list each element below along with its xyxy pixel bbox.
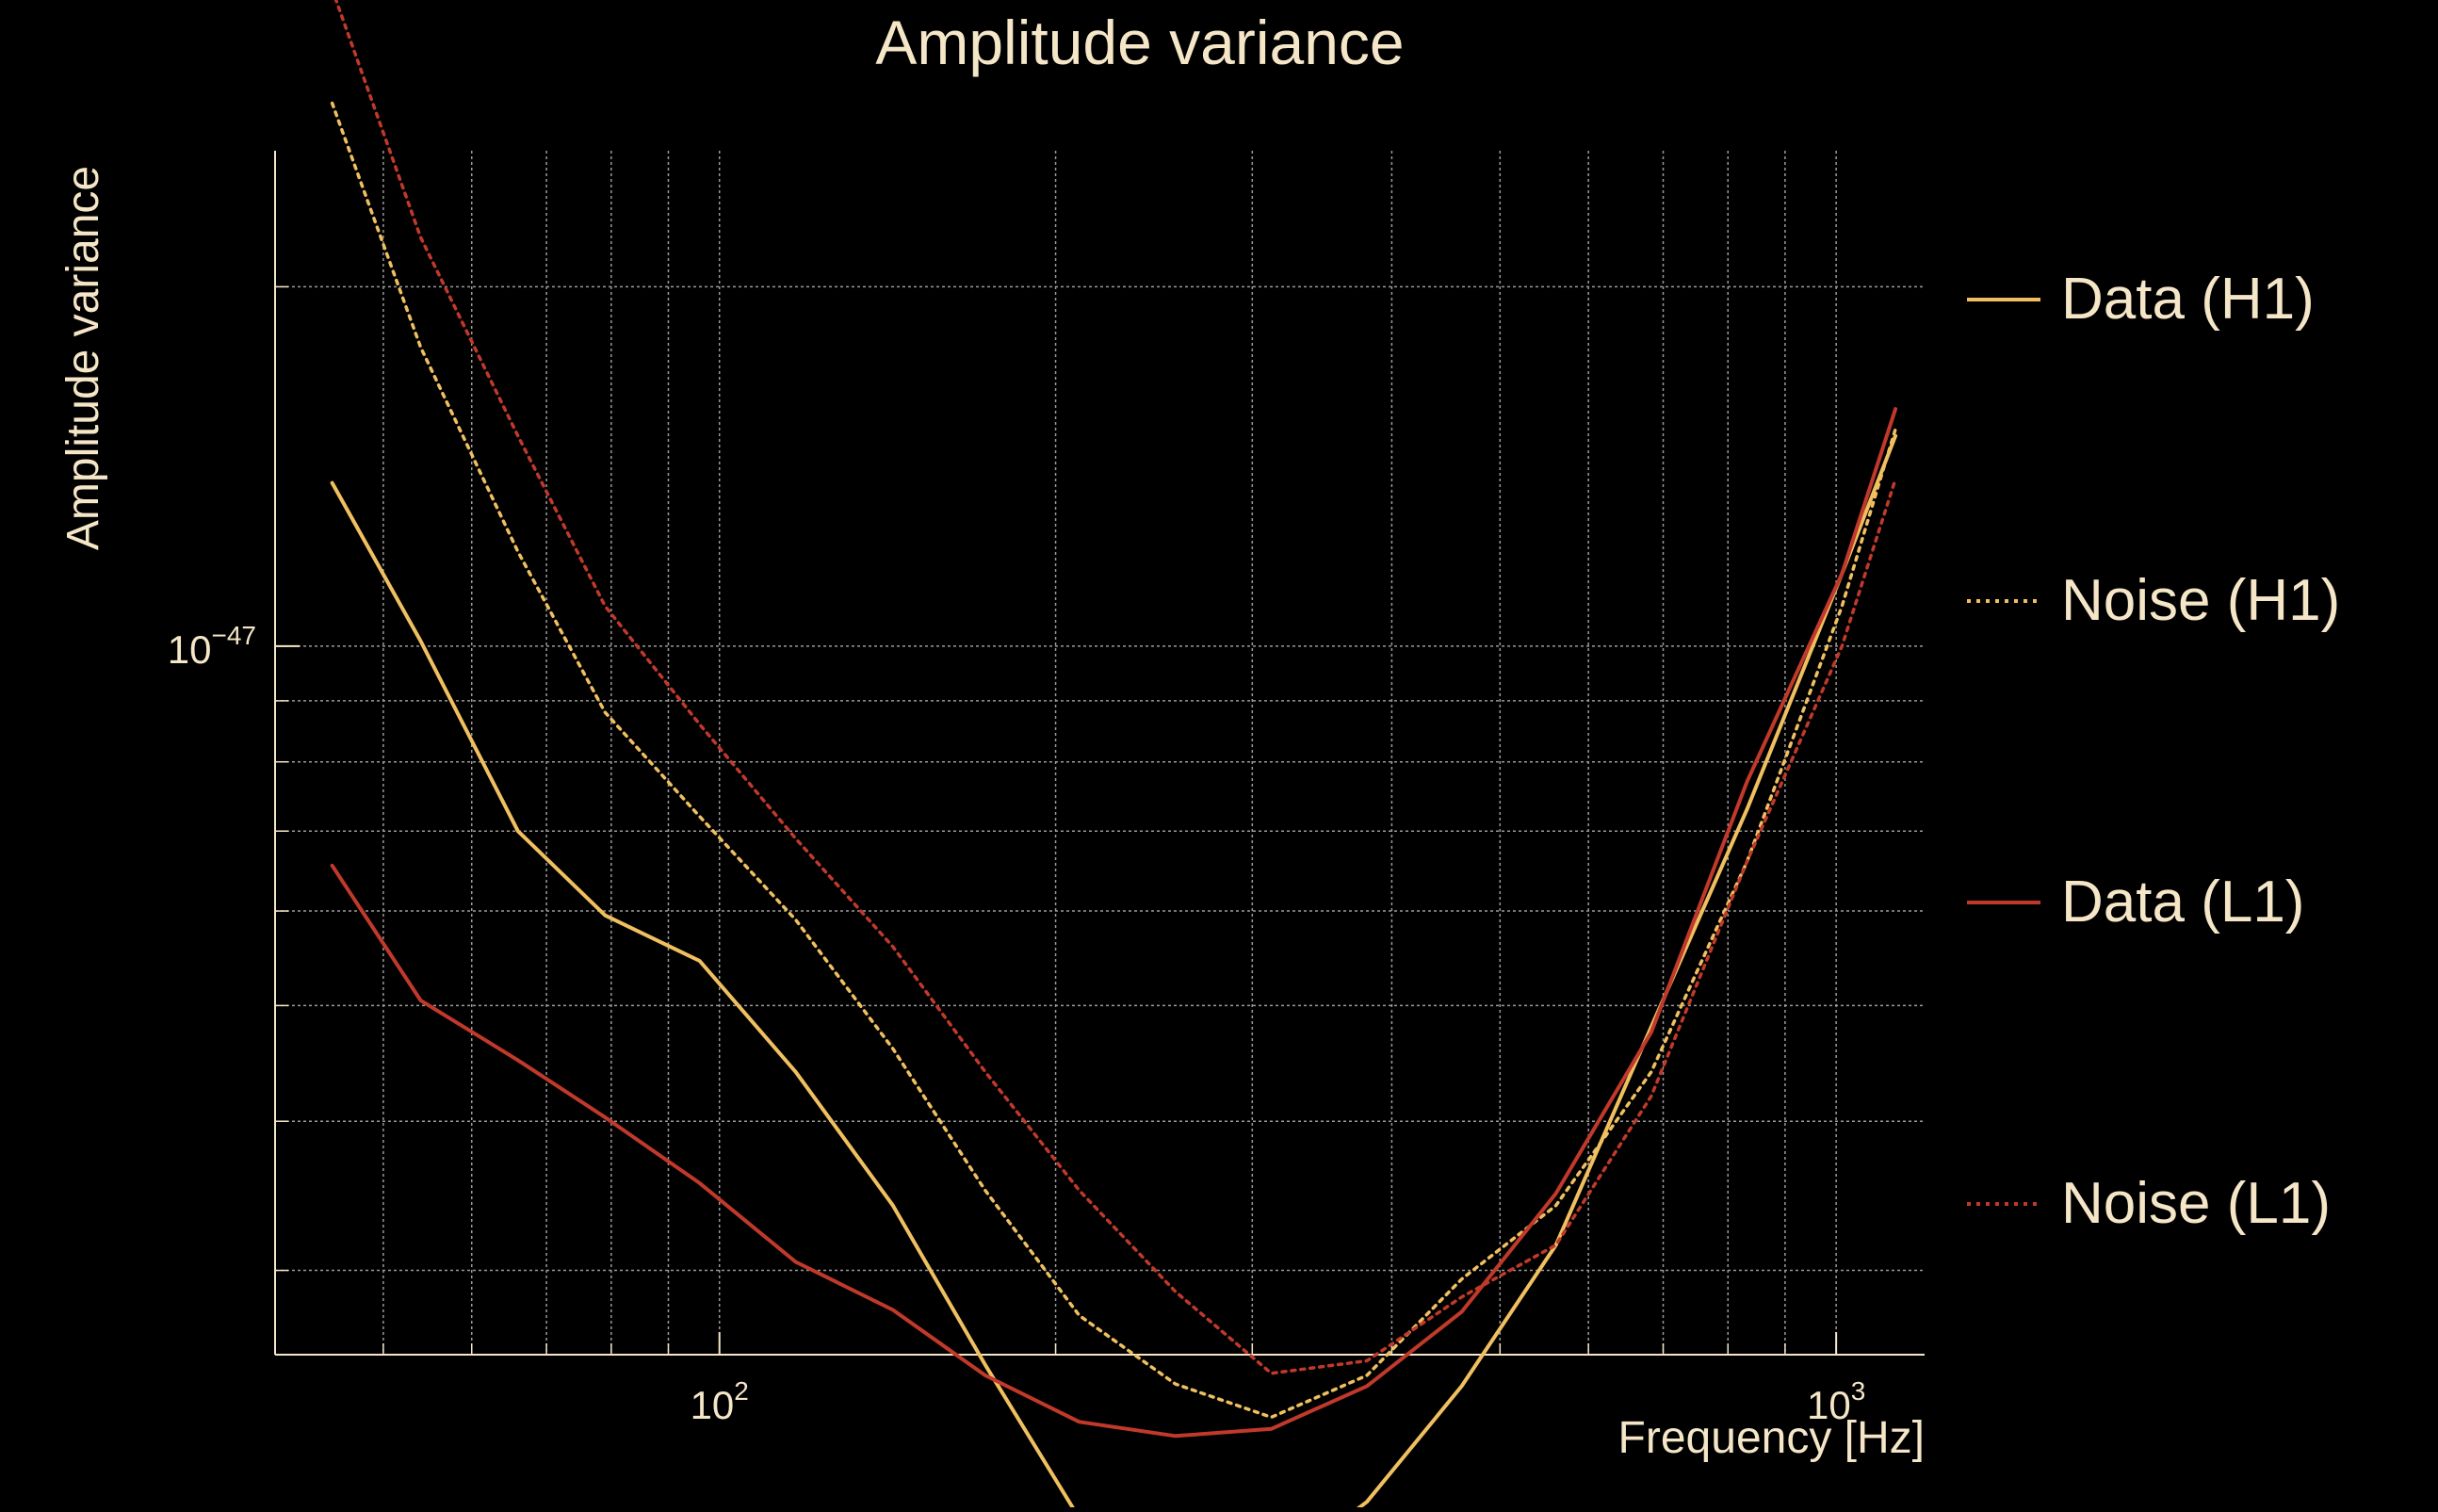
x-tick-label-base-1: 10 [1807, 1383, 1851, 1427]
legend-label-noise-h1: Noise (H1) [2061, 568, 2340, 633]
x-tick-label-base-0: 10 [691, 1383, 735, 1427]
y-tick-label-base-0: 10 [168, 627, 212, 672]
y-tick-label-0: 10−47 [168, 621, 256, 672]
x-tick-label-exp-0: 2 [734, 1376, 749, 1406]
x-tick-label-1: 103 [1807, 1376, 1865, 1427]
x-axis-label: Frequency [Hz] [1618, 1413, 1925, 1463]
grid [274, 151, 1925, 1355]
legend: Data (H1) Noise (H1) Data (L1) Noise (L1) [1967, 267, 2340, 1236]
x-tick-label-exp-1: 3 [1851, 1376, 1866, 1406]
series-line-noise-h1 [330, 101, 1897, 1420]
series-line-noise-l1 [333, 0, 1897, 1375]
x-tick-label-0: 102 [691, 1376, 749, 1427]
legend-label-data-h1: Data (H1) [2061, 267, 2315, 332]
legend-label-noise-l1: Noise (L1) [2061, 1171, 2331, 1236]
series-line-data-h1 [330, 433, 1898, 1512]
y-axis-label: Amplitude variance [58, 166, 108, 550]
y-tick-label-exp-0: −47 [212, 621, 257, 650]
chart-title: Amplitude variance [875, 8, 1404, 77]
series-lines [330, 0, 1898, 1512]
legend-label-data-l1: Data (L1) [2061, 870, 2304, 935]
series-line-data-l1 [330, 407, 1898, 1439]
